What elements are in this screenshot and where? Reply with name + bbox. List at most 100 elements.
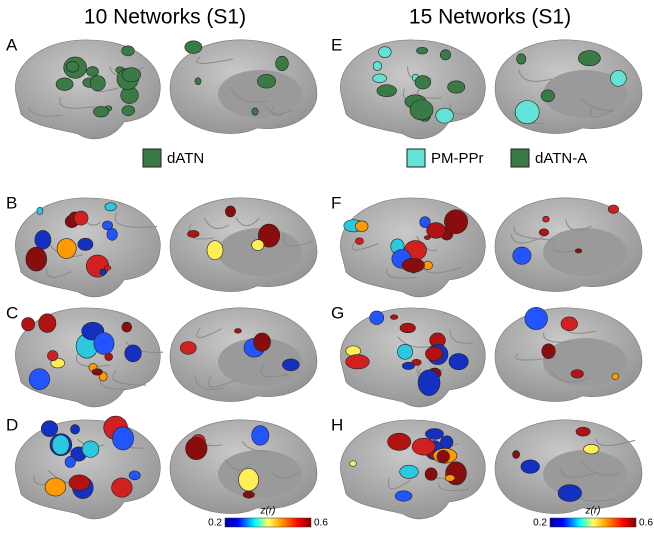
activation-blob bbox=[440, 49, 451, 61]
sulcus bbox=[224, 459, 252, 471]
activation-blob bbox=[111, 477, 133, 498]
sulcus bbox=[230, 87, 269, 103]
activation-blob bbox=[275, 55, 289, 71]
activation-blob bbox=[557, 484, 582, 502]
activation-blob bbox=[372, 61, 382, 71]
activation-blob bbox=[91, 368, 103, 376]
medial-surface bbox=[169, 197, 318, 292]
activation-blob bbox=[68, 474, 91, 491]
activation-blob bbox=[610, 70, 627, 87]
activation-blob bbox=[104, 202, 117, 212]
cortex bbox=[340, 307, 486, 408]
activation-blob bbox=[70, 424, 80, 435]
activation-blob bbox=[425, 428, 444, 440]
sulcus bbox=[46, 268, 73, 278]
lateral-surface bbox=[15, 197, 161, 298]
activation-blob bbox=[378, 46, 392, 58]
lateral-surface bbox=[15, 307, 164, 408]
sulcus bbox=[449, 329, 473, 344]
activation-blob bbox=[570, 369, 584, 379]
colorbar bbox=[549, 517, 637, 528]
activation-blob bbox=[399, 322, 416, 334]
activation-blob bbox=[411, 359, 422, 366]
lateral-surface bbox=[15, 39, 161, 140]
sulcus bbox=[580, 99, 614, 112]
sulcus bbox=[590, 106, 615, 118]
activation-blob bbox=[51, 434, 70, 456]
activation-blob bbox=[251, 239, 265, 251]
colorbar bbox=[224, 517, 312, 528]
colorbar-max: 0.6 bbox=[314, 518, 328, 529]
activation-blob bbox=[194, 77, 202, 86]
medial-wall bbox=[543, 338, 627, 386]
panel-letter: C bbox=[6, 303, 18, 322]
sulcus bbox=[235, 217, 260, 227]
activation-blob bbox=[387, 432, 412, 451]
panel-letter: F bbox=[331, 193, 341, 212]
activation-blob bbox=[376, 84, 397, 97]
medial-wall bbox=[543, 70, 627, 118]
activation-blob bbox=[56, 238, 77, 259]
panel-letter: G bbox=[331, 303, 344, 322]
activation-blob bbox=[251, 425, 270, 446]
sulcus bbox=[386, 269, 417, 279]
sulcus bbox=[397, 336, 434, 348]
medial-wall bbox=[218, 228, 302, 276]
activation-blob bbox=[104, 265, 112, 271]
activation-blob bbox=[225, 205, 236, 218]
medial-surface bbox=[169, 307, 318, 402]
panel-letter: D bbox=[6, 415, 18, 434]
activation-blob bbox=[206, 240, 224, 261]
sulcus bbox=[388, 478, 411, 490]
activation-blob bbox=[41, 420, 59, 437]
medial-surface bbox=[494, 197, 643, 292]
medial-surface bbox=[494, 306, 643, 402]
medial-wall bbox=[218, 450, 302, 498]
activation-blob bbox=[112, 426, 134, 451]
activation-blob bbox=[64, 456, 76, 468]
medial-wall bbox=[218, 70, 302, 118]
sulcus bbox=[271, 106, 294, 115]
activation-blob bbox=[242, 490, 255, 499]
activation-blob bbox=[121, 45, 135, 57]
activation-blob bbox=[86, 66, 99, 77]
colorbar-label: z(r) bbox=[585, 506, 601, 517]
lateral-surface bbox=[340, 419, 486, 520]
panel-letter: A bbox=[6, 35, 18, 54]
activation-blob bbox=[251, 107, 259, 116]
legend-label: dATN bbox=[167, 150, 204, 167]
activation-blob bbox=[121, 105, 135, 116]
activation-blob bbox=[514, 100, 540, 125]
sulcus bbox=[510, 233, 548, 244]
colorbar-min: 0.2 bbox=[208, 518, 222, 529]
sulcus bbox=[518, 69, 553, 82]
activation-blob bbox=[516, 53, 527, 65]
activation-blob bbox=[401, 257, 425, 273]
activation-blob bbox=[540, 89, 555, 103]
activation-blob bbox=[234, 328, 242, 334]
activation-blob bbox=[444, 209, 468, 234]
activation-blob bbox=[560, 316, 578, 332]
sulcus bbox=[513, 226, 554, 241]
activation-blob bbox=[93, 106, 110, 118]
activation-blob bbox=[238, 468, 259, 492]
activation-blob bbox=[77, 237, 94, 251]
cortex bbox=[15, 39, 161, 140]
activation-blob bbox=[187, 230, 200, 238]
activation-blob bbox=[349, 460, 357, 467]
activation-blob bbox=[409, 99, 434, 121]
activation-blob bbox=[47, 350, 59, 362]
sulcus bbox=[203, 217, 230, 230]
activation-blob bbox=[417, 369, 441, 396]
activation-blob bbox=[179, 341, 197, 355]
activation-blob bbox=[89, 75, 106, 92]
activation-blob bbox=[73, 210, 89, 226]
activation-blob bbox=[44, 477, 67, 497]
sulcus bbox=[560, 467, 599, 478]
activation-blob bbox=[257, 74, 277, 89]
lateral-surface bbox=[15, 415, 161, 520]
sulcus bbox=[351, 242, 379, 251]
medial-wall bbox=[218, 338, 302, 386]
activation-blob bbox=[372, 73, 387, 83]
